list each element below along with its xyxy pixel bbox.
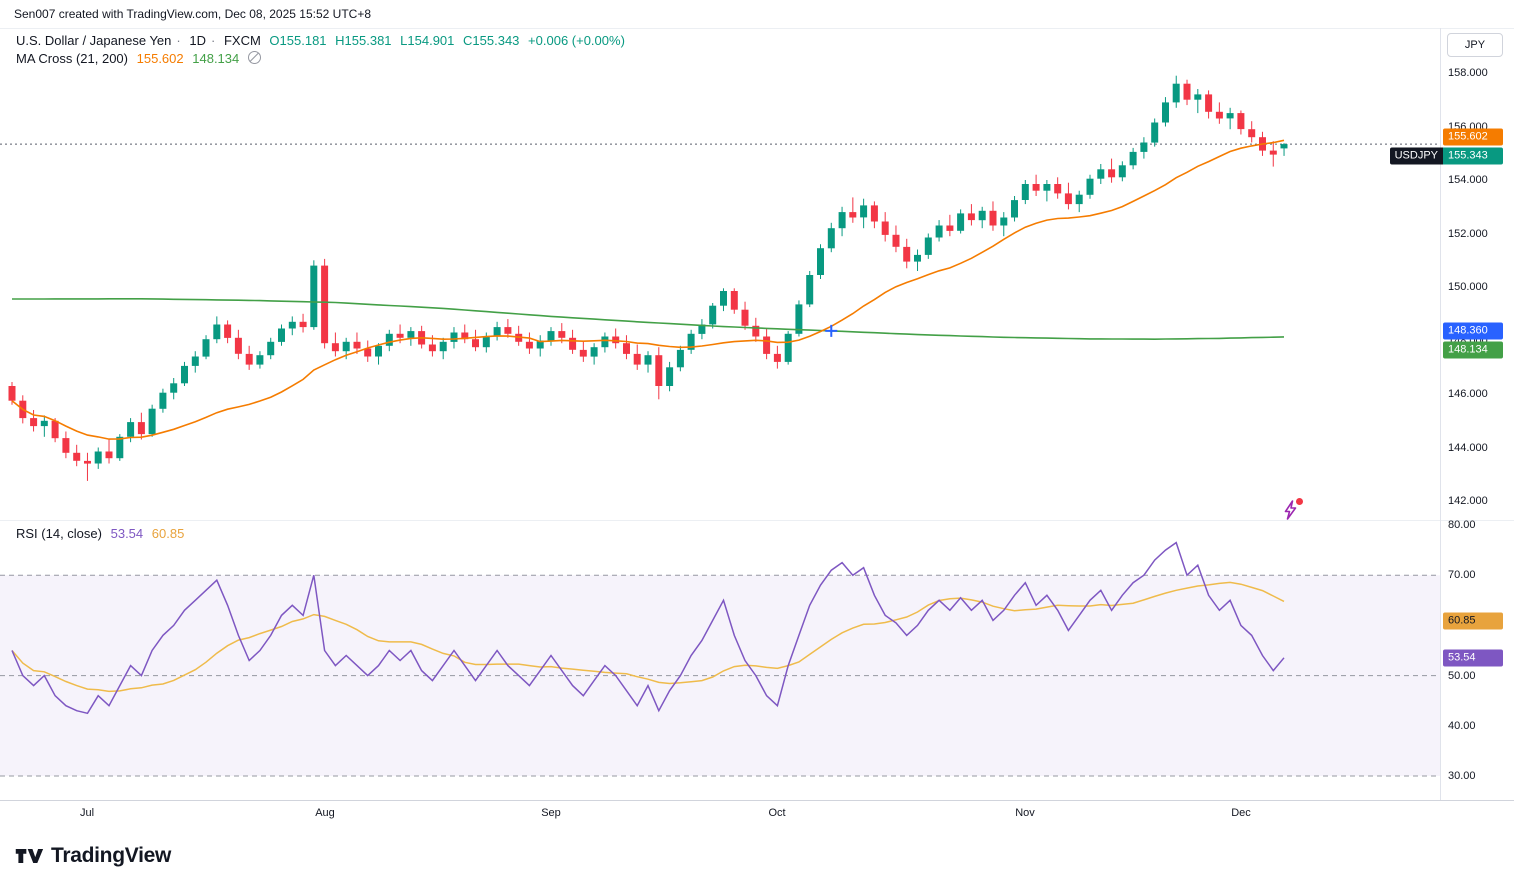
ma-cross-label[interactable]: MA Cross (21, 200) (16, 51, 128, 66)
ma-slow-price-badge: 148.134 (1443, 341, 1503, 359)
rsi-ma-badge: 60.85 (1443, 612, 1503, 630)
rsi-label[interactable]: RSI (14, close) (16, 526, 102, 541)
ohlc-close: C155.343 (463, 33, 520, 48)
price-tick-label: 142.000 (1448, 495, 1488, 507)
rsi-legend: RSI (14, close) 53.54 60.85 (16, 526, 189, 541)
change-value: +0.006 (+0.00%) (528, 33, 625, 48)
price-scale-border (1440, 28, 1441, 800)
main-price-chart[interactable] (0, 28, 1440, 520)
symbol-title[interactable]: U.S. Dollar / Japanese Yen (16, 33, 172, 48)
ma-cross-legend: MA Cross (21, 200) 155.602 148.134 (16, 51, 266, 66)
attribution-text: Sen007 created with TradingView.com, Dec… (14, 7, 371, 21)
rsi-tick-label: 30.00 (1448, 770, 1476, 782)
header-separator (0, 28, 1514, 29)
flash-icon[interactable] (1279, 498, 1303, 522)
rsi-tick-label: 80.00 (1448, 519, 1476, 531)
last-price-badge: USDJPY 155.343 (1389, 147, 1503, 165)
time-axis-border (0, 800, 1514, 801)
rsi-ma-value: 60.85 (151, 526, 185, 541)
exchange-label[interactable]: FXCM (223, 33, 261, 48)
time-tick-label: Nov (1015, 807, 1035, 819)
price-tick-label: 152.000 (1448, 227, 1488, 240)
ohlc-open: O155.181 (269, 33, 327, 48)
rsi-value: 53.54 (110, 526, 144, 541)
interval-label[interactable]: 1D (189, 33, 206, 48)
ohlc-high: H155.381 (335, 33, 392, 48)
currency-button[interactable]: JPY (1447, 33, 1503, 57)
ma-fast-value: 155.602 (136, 51, 184, 66)
rsi-tick-label: 40.00 (1448, 719, 1476, 732)
price-tick-label: 150.000 (1448, 281, 1488, 293)
rsi-value-badge: 53.54 (1443, 649, 1503, 667)
tradingview-logo-mark (15, 848, 44, 864)
rsi-tick-label: 50.00 (1448, 669, 1476, 682)
circle-slash-icon[interactable] (247, 51, 261, 64)
rsi-indicator-pane[interactable] (0, 520, 1440, 800)
symbol-legend: U.S. Dollar / Japanese Yen · 1D · FXCM O15… (16, 33, 625, 48)
price-tick-label: 146.000 (1448, 388, 1488, 400)
time-tick-label: Oct (768, 807, 786, 819)
symbol-tag: USDJPY (1389, 147, 1443, 165)
price-tick-label: 144.000 (1448, 441, 1488, 454)
time-tick-label: Aug (315, 807, 335, 819)
time-tick-label: Sep (541, 807, 561, 819)
tradingview-logo[interactable]: TradingView (14, 842, 171, 870)
ma-slow-value: 148.134 (192, 51, 240, 66)
price-tick-label: 158.000 (1448, 67, 1488, 79)
last-price-value: 155.343 (1443, 147, 1503, 165)
ohlc-low: L154.901 (400, 33, 455, 48)
tradingview-logo-text: TradingView (51, 844, 172, 867)
time-tick-label: Dec (1231, 807, 1251, 819)
time-tick-label: Jul (79, 807, 95, 819)
crosshair-price-badge: 148.360 (1443, 322, 1503, 340)
rsi-tick-label: 70.00 (1448, 569, 1476, 582)
ma-fast-price-badge: 155.602 (1443, 128, 1503, 146)
price-tick-label: 154.000 (1448, 174, 1488, 186)
pane-separator (0, 520, 1514, 521)
notification-dot (1296, 498, 1303, 505)
